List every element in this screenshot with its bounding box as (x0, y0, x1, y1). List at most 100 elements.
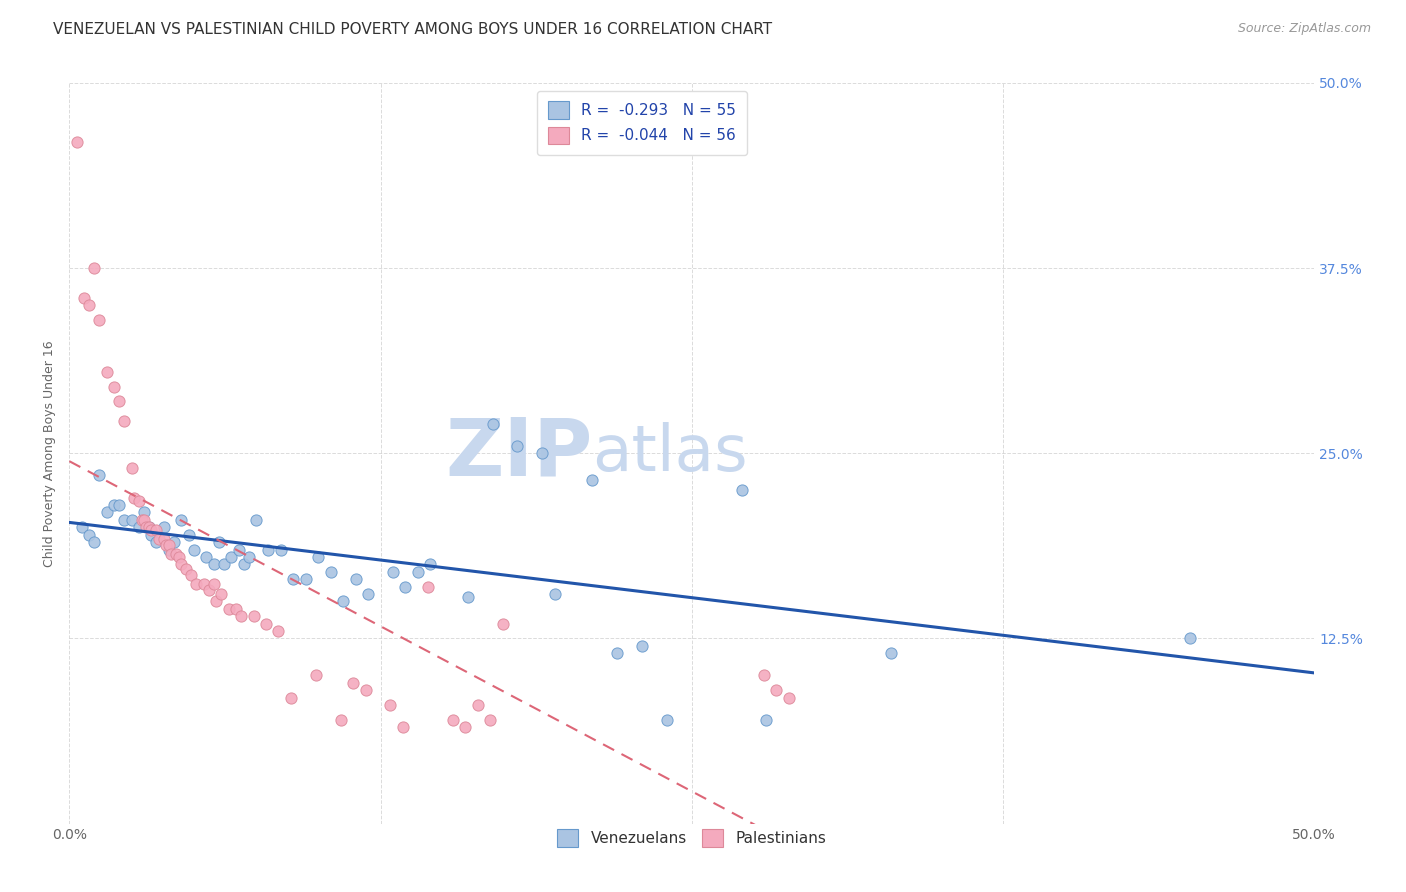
Point (180, 567, 202, 582)
Point (631, 639, 654, 653)
Point (457, 590, 479, 604)
Point (77, 298, 100, 312)
Point (1178, 632, 1201, 646)
Point (141, 523, 163, 537)
Point (581, 473, 603, 487)
Point (394, 580, 416, 594)
Point (160, 547, 183, 561)
Legend: Venezuelans, Palestinians: Venezuelans, Palestinians (551, 823, 832, 853)
Point (176, 562, 198, 576)
Point (73, 291, 96, 305)
Point (208, 535, 231, 549)
Y-axis label: Child Poverty Among Boys Under 16: Child Poverty Among Boys Under 16 (44, 340, 56, 566)
Point (380, 698, 402, 712)
Point (108, 498, 131, 512)
Point (778, 690, 800, 705)
Point (392, 720, 415, 734)
Point (270, 542, 292, 557)
Point (307, 549, 329, 564)
Point (354, 683, 377, 698)
Point (77, 527, 100, 541)
Point (209, 587, 232, 601)
Point (167, 549, 190, 564)
Point (170, 558, 193, 572)
Point (357, 587, 380, 601)
Point (238, 549, 260, 564)
Point (329, 713, 352, 727)
Point (96, 506, 118, 520)
Point (70, 520, 93, 534)
Point (103, 498, 125, 512)
Point (131, 513, 153, 527)
Point (197, 582, 219, 597)
Point (283, 572, 305, 586)
Point (193, 576, 215, 591)
Point (132, 506, 155, 520)
Point (121, 513, 143, 527)
Text: VENEZUELAN VS PALESTINIAN CHILD POVERTY AMONG BOYS UNDER 16 CORRELATION CHART: VENEZUELAN VS PALESTINIAN CHILD POVERTY … (53, 22, 772, 37)
Point (170, 513, 193, 527)
Point (381, 565, 404, 579)
Point (267, 624, 290, 638)
Point (89, 313, 111, 327)
Point (332, 594, 354, 608)
Point (416, 580, 439, 594)
Point (83, 535, 105, 549)
Text: Source: ZipAtlas.com: Source: ZipAtlas.com (1237, 22, 1371, 36)
Point (186, 576, 208, 591)
Point (245, 513, 267, 527)
Point (89, 468, 111, 483)
Point (177, 527, 200, 541)
Point (218, 601, 240, 615)
Point (406, 565, 429, 579)
Point (232, 558, 254, 572)
Point (202, 558, 225, 572)
Point (880, 646, 903, 660)
Point (454, 720, 477, 734)
Point (141, 527, 163, 541)
Point (481, 417, 503, 431)
Point (121, 461, 143, 475)
Point (163, 535, 186, 549)
Point (254, 616, 277, 631)
Point (212, 558, 235, 572)
Point (419, 558, 441, 572)
Point (132, 513, 155, 527)
Point (157, 542, 180, 557)
Point (145, 523, 167, 537)
Point (305, 668, 328, 682)
Point (165, 547, 187, 561)
Point (145, 535, 167, 549)
Point (342, 675, 364, 690)
Point (103, 379, 125, 393)
Point (467, 698, 489, 712)
Point (280, 690, 302, 705)
Point (135, 520, 157, 534)
Point (122, 491, 145, 505)
Point (153, 520, 176, 534)
Point (96, 365, 118, 379)
Point (153, 532, 176, 546)
Point (112, 513, 135, 527)
Point (157, 538, 180, 552)
Point (128, 493, 150, 508)
Point (138, 520, 160, 534)
Text: ZIP: ZIP (444, 414, 592, 492)
Point (202, 576, 225, 591)
Point (138, 520, 160, 534)
Point (755, 713, 778, 727)
Point (491, 616, 513, 631)
Point (344, 572, 367, 586)
Point (506, 439, 529, 453)
Point (257, 542, 280, 557)
Point (128, 520, 150, 534)
Point (225, 601, 247, 615)
Point (83, 261, 105, 276)
Point (606, 646, 628, 660)
Point (319, 565, 342, 579)
Point (765, 683, 787, 698)
Point (655, 713, 678, 727)
Point (295, 572, 318, 586)
Point (195, 549, 218, 564)
Text: atlas: atlas (592, 422, 748, 484)
